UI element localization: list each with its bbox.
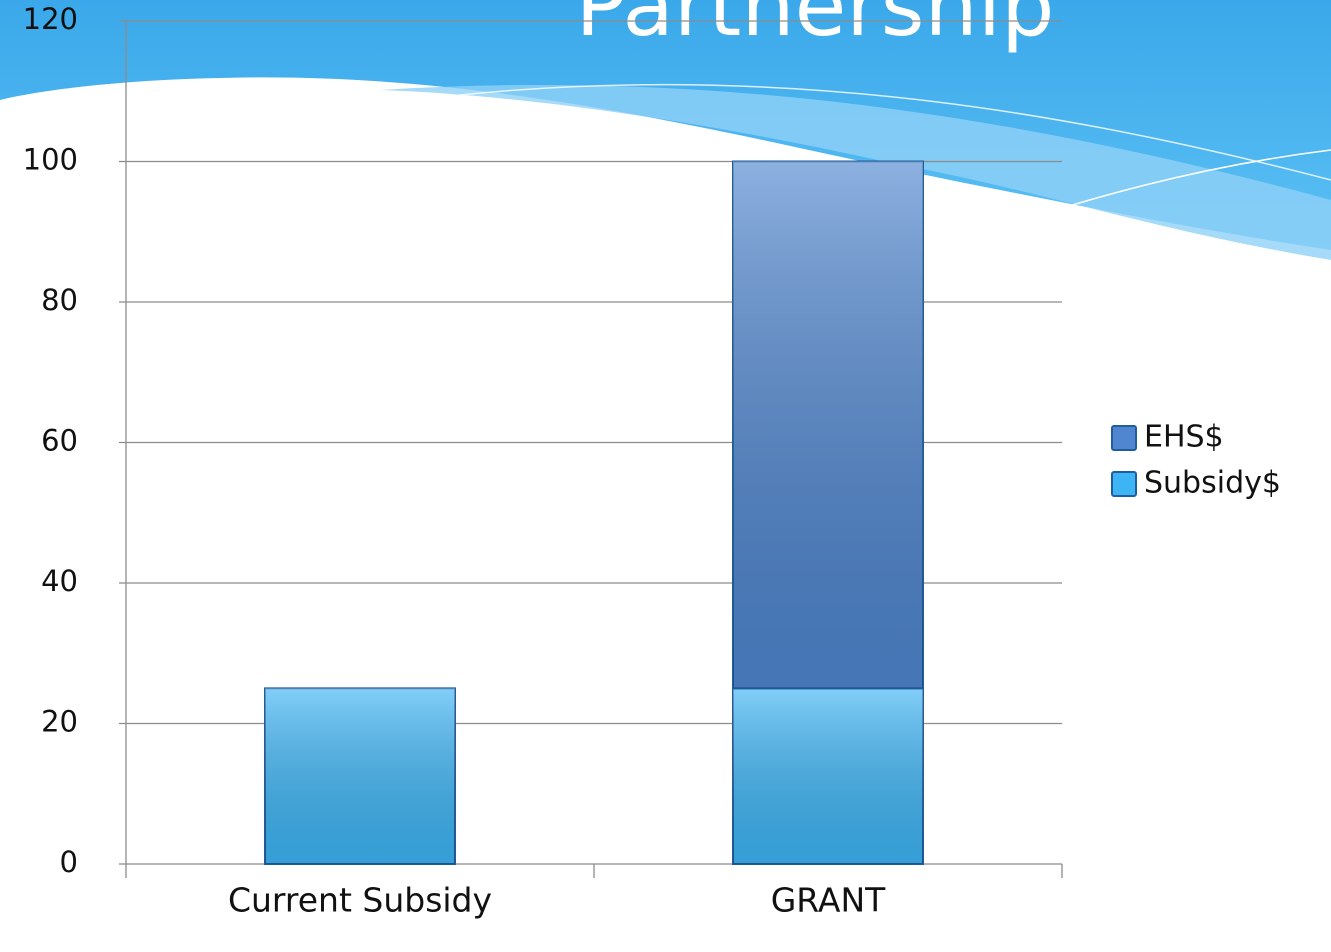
y-tick-label: 40 [41, 564, 78, 598]
x-tick-label: GRANT [771, 881, 886, 920]
chart-title: Partnership [576, 0, 1055, 55]
y-tick-label: 60 [41, 424, 78, 458]
y-tick-label: 0 [60, 845, 78, 879]
bar-shine [733, 688, 923, 864]
legend-swatch [1112, 472, 1136, 496]
bar-shine [733, 162, 923, 689]
y-tick-label: 20 [41, 705, 78, 739]
legend-swatch [1112, 426, 1136, 450]
y-tick-label: 100 [23, 143, 78, 177]
y-tick-label: 120 [23, 2, 78, 36]
legend-label: EHS$ [1144, 420, 1224, 455]
y-tick-label: 80 [41, 283, 78, 317]
chart: Partnership 0 20 40 60 80 100 120 Current Subsi… [0, 0, 1331, 952]
bar-shine [265, 688, 455, 864]
x-tick-label: Current Subsidy [228, 881, 492, 920]
legend-label: Subsidy$ [1144, 466, 1281, 501]
